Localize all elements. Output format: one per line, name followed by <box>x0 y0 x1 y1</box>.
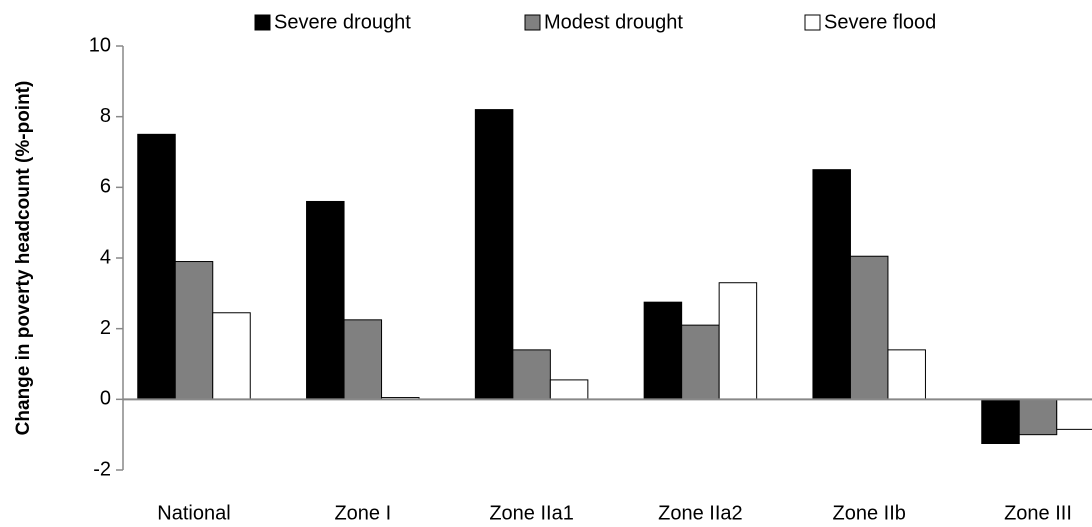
legend-swatch <box>804 14 821 31</box>
y-tick-label: 10 <box>89 34 111 56</box>
bar <box>549 379 589 400</box>
legend-swatch <box>524 14 541 31</box>
x-tick-label: Zone III <box>1004 502 1072 524</box>
bar <box>981 398 1020 445</box>
y-tick-label: 6 <box>100 176 111 198</box>
bar <box>1018 398 1058 436</box>
bar <box>718 282 758 400</box>
bar <box>849 255 889 400</box>
y-tick-label: -2 <box>93 458 111 480</box>
bar <box>306 200 345 400</box>
legend-label: Severe drought <box>274 11 411 33</box>
legend-swatch <box>254 14 271 31</box>
x-tick-label: National <box>157 502 230 524</box>
x-tick-label: Zone I <box>334 502 391 524</box>
y-tick-label: 8 <box>100 105 111 127</box>
bar <box>343 319 383 400</box>
x-tick-label: Zone IIb <box>833 502 906 524</box>
bar <box>512 349 551 400</box>
y-axis-label: Change in poverty headcount (%-point) <box>13 81 34 436</box>
x-tick-label: Zone IIa1 <box>489 502 574 524</box>
bar <box>1056 398 1092 430</box>
y-tick-label: 2 <box>100 317 111 339</box>
bar <box>474 109 514 400</box>
legend-label: Modest drought <box>544 11 683 33</box>
x-tick-label: Zone IIa2 <box>658 502 743 524</box>
bar <box>812 169 851 400</box>
bar <box>174 261 214 400</box>
bar <box>643 301 683 400</box>
y-tick-label: 4 <box>100 246 111 268</box>
bar <box>681 324 720 400</box>
legend-label: Severe flood <box>824 11 936 33</box>
bar <box>887 349 926 400</box>
y-tick-label: 0 <box>100 388 111 410</box>
bar <box>137 133 176 400</box>
bar <box>212 312 251 400</box>
